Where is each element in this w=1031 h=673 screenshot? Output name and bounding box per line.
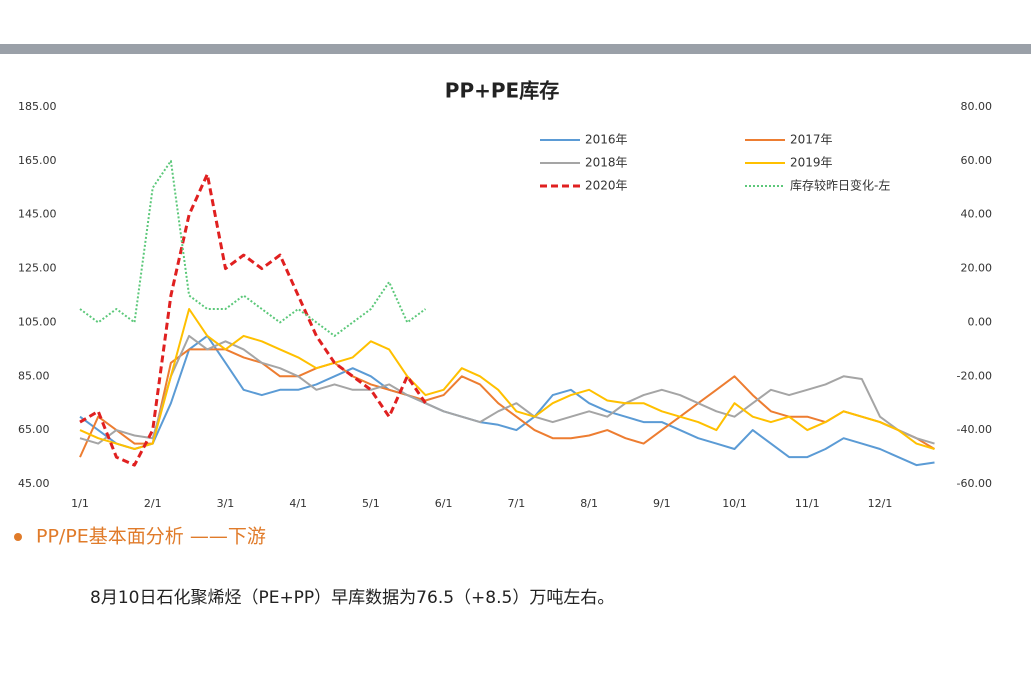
x-tick-label: 3/1 <box>217 497 235 510</box>
y2-tick-label: 20.00 <box>961 262 993 275</box>
legend-label: 2018年 <box>585 156 628 170</box>
y-tick-label: 105.00 <box>18 315 57 328</box>
y-tick-label: 45.00 <box>18 477 50 490</box>
series-line <box>79 348 936 458</box>
x-tick-label: 2/1 <box>144 497 162 510</box>
header-bar <box>0 44 1031 54</box>
y-tick-label: 85.00 <box>18 369 50 382</box>
x-tick-label: 6/1 <box>435 497 453 510</box>
y2-tick-label: -40.00 <box>957 423 992 436</box>
y2-tick-label: -20.00 <box>957 369 992 382</box>
x-tick-label: 10/1 <box>722 497 747 510</box>
section-heading: PP/PE基本面分析 ——下游 <box>36 526 266 548</box>
chart-title: PP+PE库存 <box>445 79 559 103</box>
legend-label: 库存较昨日变化-左 <box>790 178 890 193</box>
x-tick-label: 1/1 <box>71 497 89 510</box>
x-tick-label: 9/1 <box>653 497 671 510</box>
y-tick-label: 125.00 <box>18 262 57 275</box>
y2-tick-label: -60.00 <box>957 477 992 490</box>
series-line <box>79 334 935 445</box>
paragraph: 8月10日石化聚烯烃（PE+PP）早库数据为76.5（+8.5）万吨左右。 <box>90 588 614 608</box>
series-line <box>79 308 935 450</box>
y2-tick-label: 0.00 <box>968 315 993 328</box>
legend-label: 2017年 <box>790 133 833 147</box>
y-tick-label: 165.00 <box>18 154 57 167</box>
x-tick-label: 8/1 <box>580 497 598 510</box>
y2-tick-label: 80.00 <box>961 100 993 113</box>
y-tick-label: 185.00 <box>18 100 57 113</box>
legend-label: 2020年 <box>585 179 628 193</box>
series-line <box>79 334 935 467</box>
legend-label: 2019年 <box>790 156 833 170</box>
bullet <box>14 533 22 541</box>
y2-tick-label: 60.00 <box>961 154 993 167</box>
x-tick-label: 11/1 <box>795 497 820 510</box>
legend-label: 2016年 <box>585 133 628 147</box>
series-line <box>79 172 427 467</box>
y-tick-label: 145.00 <box>18 208 57 221</box>
y2-tick-label: 40.00 <box>961 208 993 221</box>
x-tick-label: 4/1 <box>289 497 307 510</box>
y-tick-label: 65.00 <box>18 423 50 436</box>
x-tick-label: 7/1 <box>508 497 526 510</box>
series-line <box>79 159 427 337</box>
x-tick-label: 12/1 <box>868 497 893 510</box>
x-tick-label: 5/1 <box>362 497 380 510</box>
